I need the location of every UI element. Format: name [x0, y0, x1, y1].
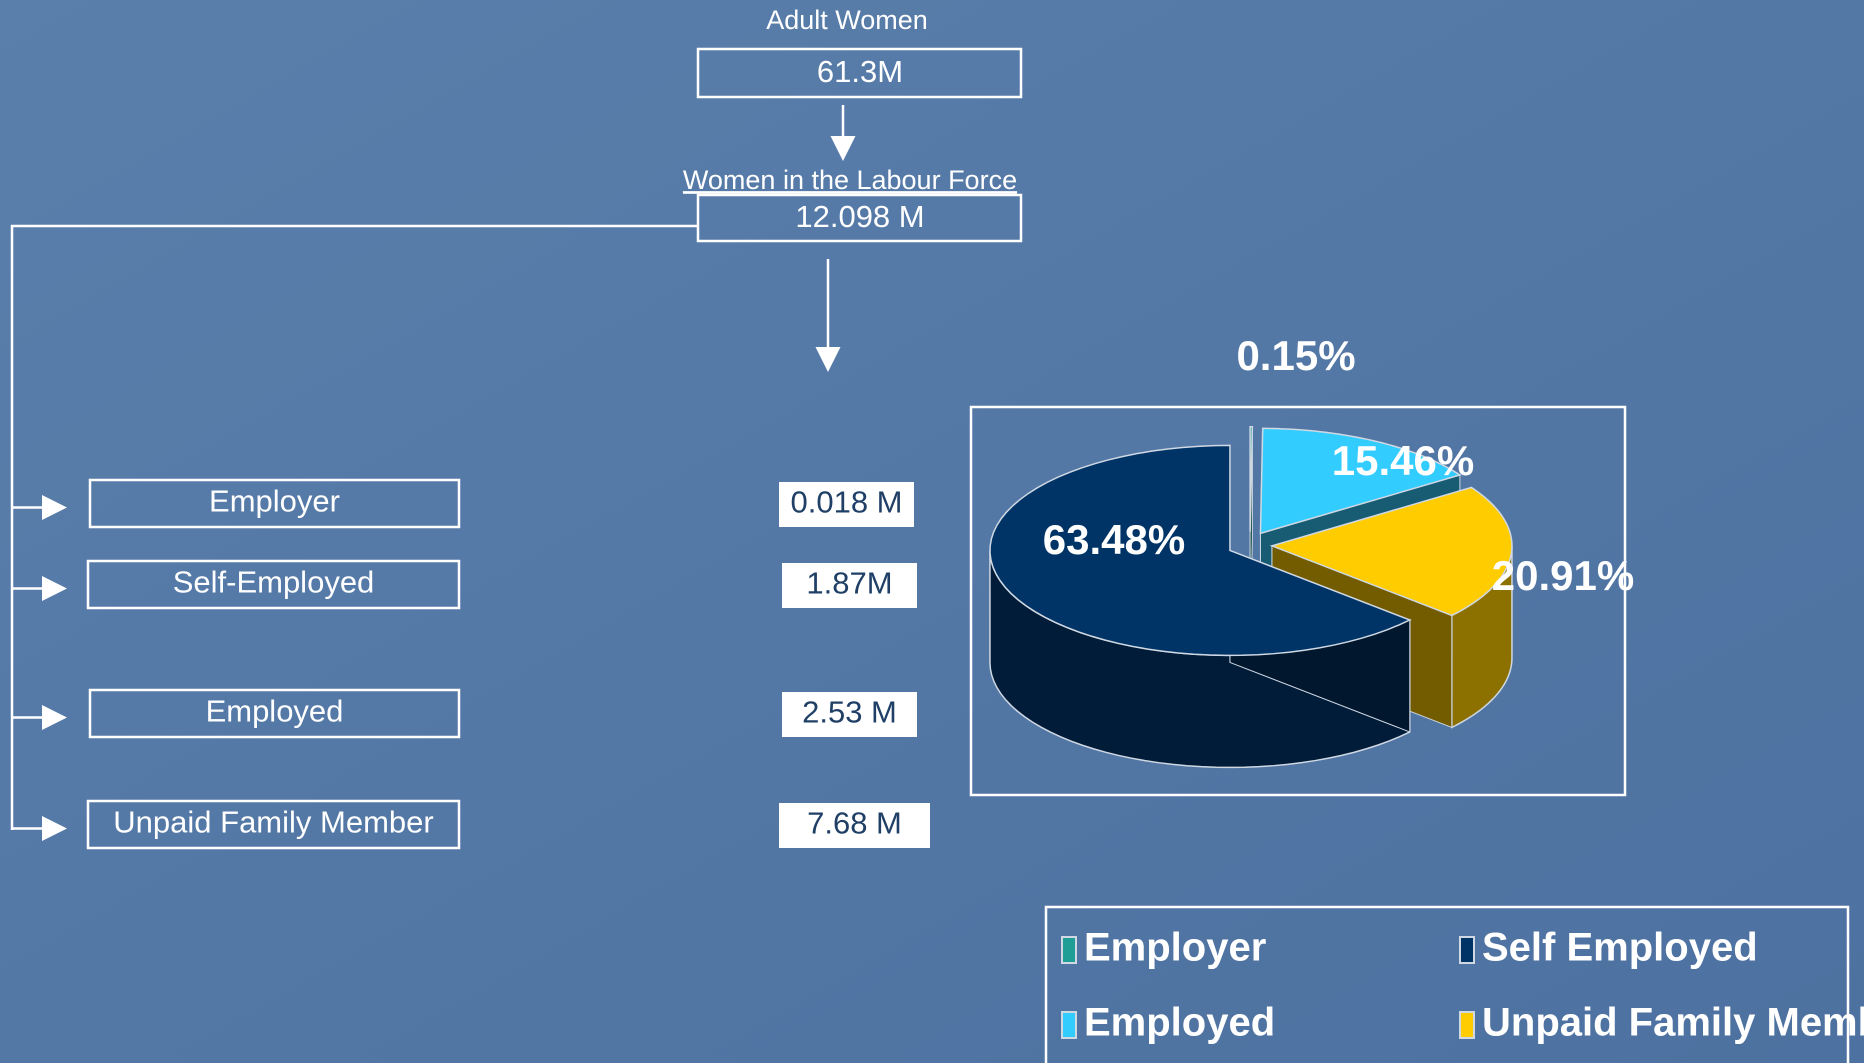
- slice: [1259, 427, 1462, 535]
- group-value: 0.018 M: [790, 485, 902, 520]
- slice: [989, 444, 1412, 657]
- legend-swatch: [1061, 1011, 1077, 1039]
- value-box: [782, 692, 917, 737]
- connector: [10, 224, 698, 830]
- legend-label: Employer: [1084, 926, 1266, 970]
- group-box: [88, 478, 461, 529]
- chart-frame: [969, 405, 1627, 797]
- legend-label: Employed: [1084, 1001, 1275, 1045]
- group-label: Employer: [209, 484, 340, 519]
- value-box: [779, 803, 930, 848]
- group-box: [88, 688, 461, 739]
- value-box: [782, 563, 917, 608]
- slice: [1269, 486, 1513, 617]
- data-label: 63.48%: [1043, 516, 1185, 563]
- legend-swatch: [1061, 936, 1077, 964]
- group-box: [86, 559, 461, 610]
- legend-label: Self Employed: [1482, 926, 1758, 970]
- groups: Employer 0.018 M Self-Employed 1.87M Employe…: [12, 478, 930, 850]
- data-label: 20.91%: [1492, 552, 1634, 599]
- node-value: 61.3M: [817, 54, 903, 89]
- legend-frame: [1044, 905, 1850, 1063]
- group-value: 1.87M: [806, 566, 892, 601]
- pie: 0.15% 15.46% 20.91% 63.48%: [989, 332, 1634, 769]
- data-label: 0.15%: [1236, 332, 1355, 379]
- legend-label: Unpaid Family Member: [1482, 1001, 1864, 1045]
- data-label: 15.46%: [1332, 437, 1474, 484]
- group-label: Self-Employed: [173, 565, 375, 600]
- group-value: 7.68 M: [807, 806, 902, 841]
- node-box: [696, 193, 1023, 243]
- node-value: 12.098 M: [795, 199, 924, 234]
- value-box: [779, 482, 914, 527]
- group-label: Employed: [206, 694, 344, 729]
- group-value: 2.53 M: [802, 695, 897, 730]
- group-label: Unpaid Family Member: [113, 805, 433, 840]
- node-label: Adult Women: [766, 5, 928, 35]
- legend-swatch: [1459, 1011, 1475, 1039]
- node-label: Women in the Labour Force: [683, 165, 1017, 195]
- node-box: [696, 47, 1023, 99]
- slice: [1249, 426, 1254, 532]
- legend-swatch: [1459, 936, 1475, 964]
- group-box: [86, 799, 461, 850]
